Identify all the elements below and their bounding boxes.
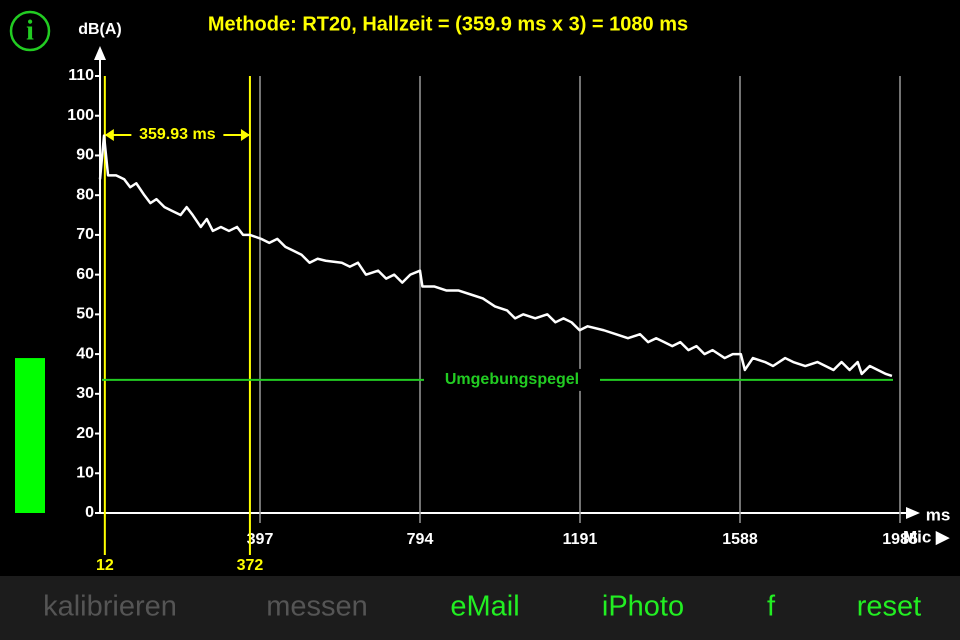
y-tick-label: 80 bbox=[76, 186, 94, 203]
y-tick-label: 0 bbox=[85, 504, 94, 521]
level-meter bbox=[15, 358, 45, 513]
y-tick-label: 110 bbox=[68, 67, 94, 84]
ambient-label: Umgebungspegel bbox=[445, 371, 579, 388]
y-axis-arrow bbox=[94, 46, 106, 60]
toolbar-button[interactable]: reset bbox=[857, 591, 921, 623]
toolbar bbox=[0, 576, 960, 640]
y-tick-label: 30 bbox=[76, 385, 94, 402]
interval-arrow-head bbox=[104, 129, 114, 141]
info-icon-label: i bbox=[26, 15, 34, 46]
toolbar-button[interactable]: f bbox=[767, 591, 776, 623]
toolbar-button[interactable]: kalibrieren bbox=[43, 591, 177, 623]
y-tick-label: 60 bbox=[76, 266, 94, 283]
x-tick-label: 397 bbox=[247, 531, 274, 548]
chart-title: Methode: RT20, Hallzeit = (359.9 ms x 3)… bbox=[208, 13, 688, 35]
toolbar-button[interactable]: iPhoto bbox=[602, 591, 684, 623]
y-tick-label: 90 bbox=[76, 147, 94, 164]
x-axis-label: ms bbox=[926, 505, 951, 524]
ambient-label-bg bbox=[424, 368, 600, 391]
x-tick-label: 1588 bbox=[722, 531, 758, 548]
interval-arrow-head bbox=[240, 129, 250, 141]
info-icon[interactable] bbox=[9, 10, 51, 52]
x-axis-arrow bbox=[906, 507, 920, 519]
marker-label: 12 bbox=[96, 557, 114, 574]
x-tick-label: 1191 bbox=[563, 531, 598, 548]
y-tick-label: 40 bbox=[76, 345, 94, 362]
y-tick-label: 50 bbox=[76, 306, 94, 323]
toolbar-button[interactable]: eMail bbox=[450, 591, 519, 623]
toolbar-button[interactable]: messen bbox=[266, 591, 368, 623]
interval-label: 359.93 ms bbox=[139, 126, 216, 143]
y-tick-label: 70 bbox=[76, 226, 94, 243]
marker-label: 372 bbox=[237, 557, 264, 574]
y-axis-label: dB(A) bbox=[78, 21, 122, 38]
x-tick-label: 794 bbox=[407, 531, 434, 548]
x-tick-label: 1985 bbox=[882, 531, 918, 548]
y-tick-label: 10 bbox=[76, 464, 94, 481]
mic-label: Mic ▶ bbox=[903, 527, 950, 546]
interval-label-bg bbox=[131, 124, 224, 146]
y-tick-label: 100 bbox=[67, 107, 94, 124]
y-tick-label: 20 bbox=[76, 425, 94, 442]
decay-line bbox=[98, 134, 893, 378]
